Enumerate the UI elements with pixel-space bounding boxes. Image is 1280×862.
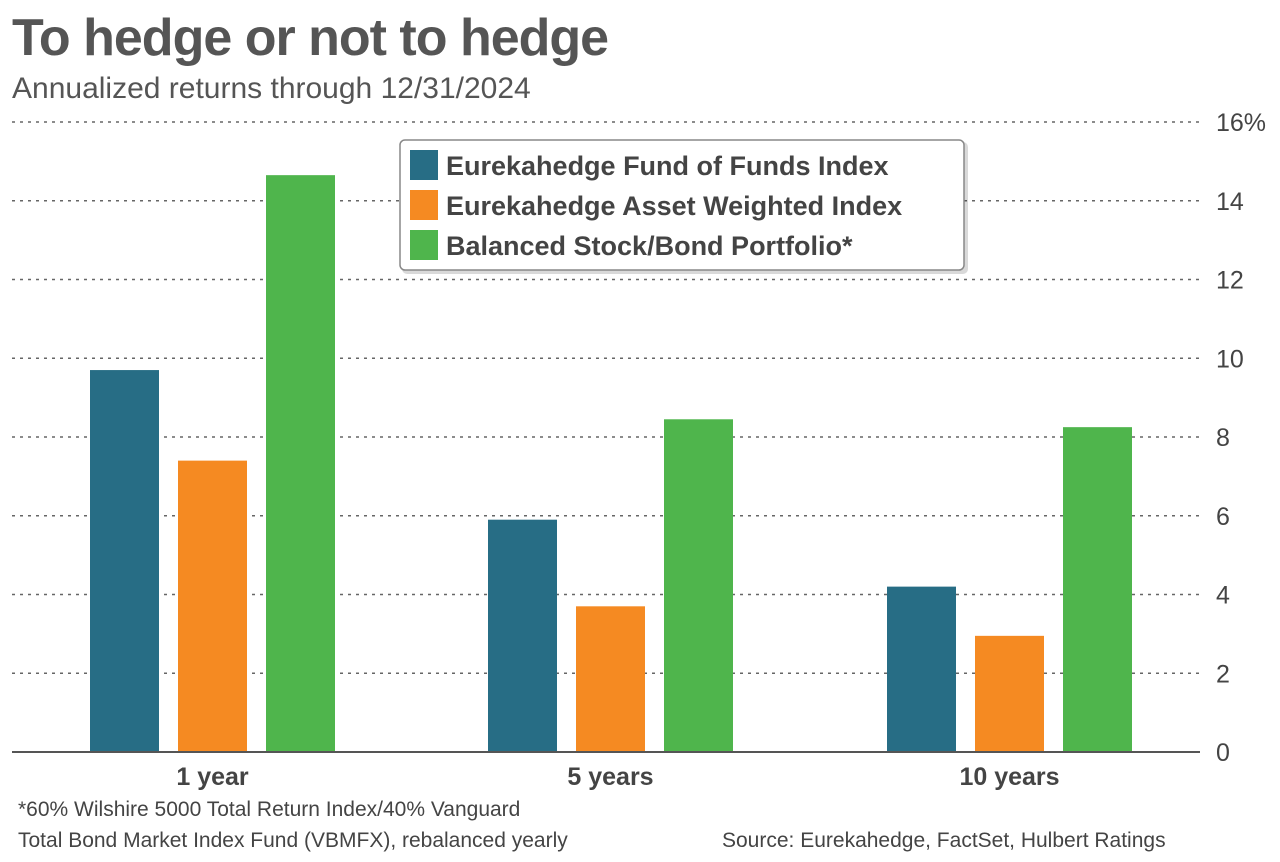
y-tick-label: 6 [1216,503,1230,531]
y-tick-label: 8 [1216,424,1230,452]
legend-label: Balanced Stock/Bond Portfolio* [446,231,853,261]
bar-balanced-stock-bond-portfolio--1-year [266,175,335,752]
legend-label: Eurekahedge Asset Weighted Index [446,191,902,221]
bar-eurekahedge-fund-of-funds-index-10-years [887,586,956,752]
footnote-line-2: Total Bond Market Index Fund (VBMFX), re… [18,829,568,852]
chart-subtitle: Annualized returns through 12/31/2024 [12,72,531,105]
legend-label: Eurekahedge Fund of Funds Index [446,151,889,181]
bar-balanced-stock-bond-portfolio--10-years [1063,427,1132,752]
bar-eurekahedge-fund-of-funds-index-5-years [488,519,557,752]
bar-eurekahedge-asset-weighted-index-10-years [975,635,1044,752]
y-tick-label: 12 [1216,267,1244,295]
source-note: Source: Eurekahedge, FactSet, Hulbert Ra… [722,829,1166,852]
y-tick-label: 0 [1216,739,1230,767]
y-tick-label: 4 [1216,582,1230,610]
x-tick-label: 1 year [176,763,249,791]
legend-swatch [410,190,438,220]
y-tick-label: 2 [1216,660,1230,688]
y-tick-label: 14 [1216,188,1244,216]
bar-eurekahedge-fund-of-funds-index-1-year [90,370,159,752]
bar-eurekahedge-asset-weighted-index-5-years [576,606,645,752]
x-tick-label: 10 years [959,763,1059,791]
x-tick-label: 5 years [567,763,653,791]
chart-title: To hedge or not to hedge [12,9,609,67]
y-tick-label: 16% [1216,109,1266,137]
bar-eurekahedge-asset-weighted-index-1-year [178,460,247,752]
legend-swatch [410,150,438,180]
y-tick-label: 10 [1216,345,1244,373]
legend-swatch [410,230,438,260]
legend-box [399,139,965,271]
bar-balanced-stock-bond-portfolio--5-years [664,419,733,752]
footnote-line-1: *60% Wilshire 5000 Total Return Index/40… [18,798,521,821]
